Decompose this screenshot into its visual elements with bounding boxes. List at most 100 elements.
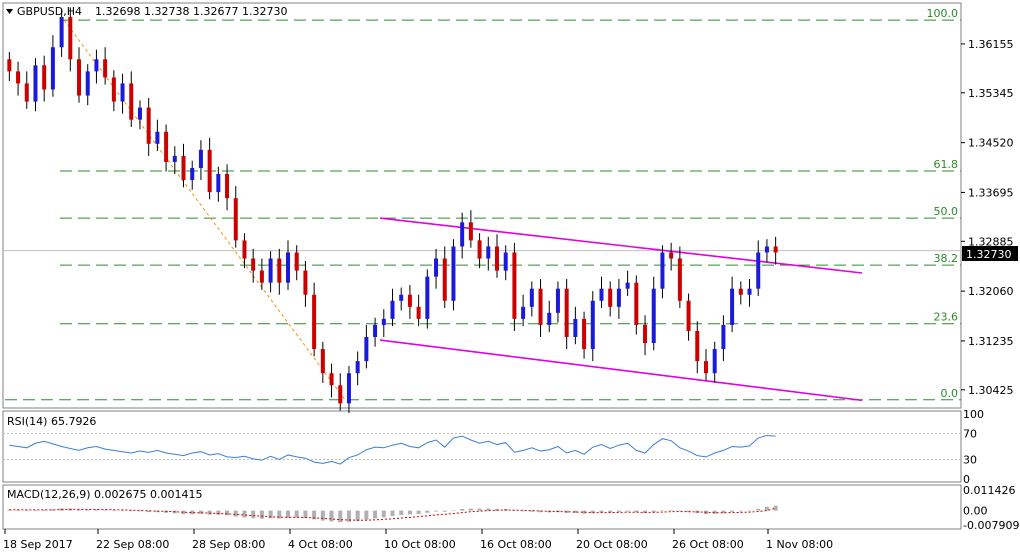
candle-body (7, 59, 12, 72)
candle-body (268, 258, 273, 283)
candle-body (703, 361, 708, 374)
time-tick-label: 28 Sep 08:00 (192, 538, 265, 551)
time-tick-label: 26 Oct 08:00 (672, 538, 744, 551)
candle-body (442, 258, 447, 301)
macd-histogram-bar (651, 510, 656, 513)
time-tick-label: 18 Sep 2017 (3, 538, 73, 551)
candle-body (521, 306, 526, 319)
candle-body (564, 288, 569, 337)
macd-histogram-bar (573, 510, 578, 513)
candle-body (346, 373, 351, 404)
candle-body (582, 318, 587, 350)
candle-body (33, 65, 38, 102)
macd-histogram-bar (77, 509, 82, 511)
price-tick-label: 1.30425 (968, 384, 1014, 397)
time-tick-label: 1 Nov 08:00 (766, 538, 833, 551)
candle-body (555, 288, 560, 313)
macd-histogram-bar (451, 510, 456, 511)
macd-histogram-bar (643, 510, 648, 513)
macd-histogram-bar (364, 510, 369, 520)
candle-body (50, 47, 55, 90)
time-tick-label: 22 Sep 08:00 (96, 538, 169, 551)
candle-body (477, 240, 482, 259)
fib-trend-line[interactable] (63, 19, 346, 401)
macd-histogram-bar (730, 510, 735, 512)
time-tick-label: 16 Oct 08:00 (480, 538, 552, 551)
price-tick-label: 1.32885 (968, 235, 1014, 248)
rsi-indicator (3, 433, 961, 465)
symbol-dropdown-icon[interactable] (6, 9, 13, 14)
macd-histogram-bar (669, 510, 674, 511)
candle-body (773, 246, 778, 253)
macd-histogram-bar (225, 510, 230, 516)
candle-body (599, 288, 604, 301)
macd-histogram-bar (277, 510, 282, 519)
macd-histogram-bar (373, 510, 378, 519)
macd-histogram-bar (346, 510, 351, 522)
candle-body (486, 246, 491, 259)
candle-body (286, 252, 291, 283)
macd-histogram-bar (390, 510, 395, 517)
time-tick-label: 10 Oct 08:00 (384, 538, 456, 551)
macd-histogram-bar (259, 510, 264, 519)
macd-histogram-bar (320, 510, 325, 521)
rsi-pane-frame (2, 410, 962, 483)
candle-body (529, 288, 534, 307)
macd-histogram-bar (268, 510, 273, 519)
macd-histogram-bar (251, 510, 256, 519)
macd-histogram-bar (425, 510, 430, 513)
candle-body (538, 288, 543, 325)
candle-body (42, 65, 47, 90)
candle-body (669, 252, 674, 259)
fib-level-label: 38.2 (934, 252, 959, 265)
rsi-tick-label: 0 (963, 473, 970, 486)
candle-body (329, 373, 334, 386)
macd-histogram-bar (94, 509, 99, 511)
candle-body (381, 318, 386, 325)
macd-histogram-bar (616, 510, 621, 512)
fib-level-label: 100.0 (927, 7, 959, 20)
macd-histogram-bar (756, 508, 761, 511)
macd-histogram-bar (721, 510, 726, 514)
candle-body (24, 83, 29, 102)
time-tick-label: 20 Oct 08:00 (576, 538, 648, 551)
macd-histogram-bar (85, 509, 90, 511)
macd-histogram-bar (42, 509, 47, 511)
macd-tick-label: -0.007909 (963, 519, 1019, 532)
macd-histogram-bar (190, 510, 195, 515)
candle-body (616, 288, 621, 307)
candle-body (512, 252, 517, 319)
macd-histogram-bar (407, 510, 412, 515)
candle-body (460, 222, 465, 247)
price-tick-label: 1.31235 (968, 335, 1014, 348)
macd-histogram-bar (738, 510, 743, 512)
macd-histogram-bar (24, 510, 29, 511)
price-tick-label: 1.33695 (968, 186, 1014, 199)
macd-histogram-bar (233, 510, 238, 517)
macd-histogram-bar (242, 510, 247, 518)
candle-body (16, 71, 21, 84)
channel-lower-line[interactable] (379, 339, 863, 402)
macd-histogram-bar (582, 510, 587, 514)
candle-body (468, 222, 473, 241)
time-axis: 18 Sep 2017 22 Sep 08:00 28 Sep 08:00 4 Oct… (3, 529, 833, 551)
candle-body (747, 288, 752, 295)
candle-body (181, 155, 186, 181)
macd-histogram-bar (355, 510, 360, 521)
candle-body (155, 131, 160, 144)
candle-body (721, 324, 726, 350)
macd-histogram-bar (712, 510, 717, 514)
candle-body (120, 83, 125, 102)
macd-histogram-bar (381, 510, 386, 518)
candle-body (390, 300, 395, 319)
macd-histogram-bar (303, 510, 308, 518)
candle-body (111, 77, 116, 102)
macd-histogram-bar (216, 510, 221, 515)
rsi-tick-label: 70 (963, 428, 977, 441)
macd-histogram-bar (50, 509, 55, 511)
rsi-tick-label: 100 (963, 408, 984, 421)
main-pane-frame (2, 2, 962, 409)
candle-body (625, 282, 630, 289)
candle-body (494, 246, 499, 271)
